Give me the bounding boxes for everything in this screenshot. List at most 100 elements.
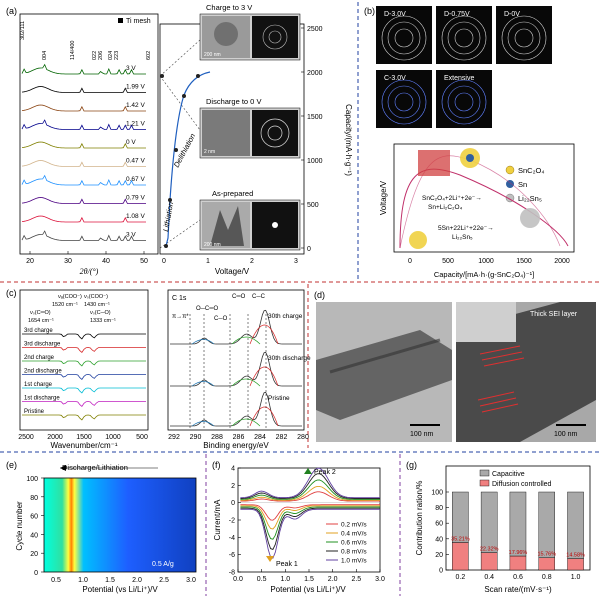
xps-row-label: 30th discharge <box>268 355 311 362</box>
tem-left-scalebar <box>410 424 440 426</box>
xps-peak-c-o: C═O <box>232 294 246 300</box>
saed-ring <box>447 21 481 55</box>
xps-title: C 1s <box>172 295 187 302</box>
xrd-curve <box>21 86 146 93</box>
b-li22sn5-cluster <box>520 208 540 228</box>
panel-label-b: (b) <box>364 6 375 16</box>
discharge-saed-pattern <box>252 110 298 156</box>
g-x-tick: 0.2 <box>456 574 466 581</box>
ftir-row-label: 3rd discharge <box>24 342 61 348</box>
xrd-curve-label: 3 V <box>126 232 136 239</box>
xrd-curve <box>21 63 146 75</box>
b-cluster-low <box>409 231 427 249</box>
xrd-curve-label: 3 V <box>126 65 136 72</box>
cv-x-tick: 1.5 <box>304 576 314 583</box>
e-y-tick: 100 <box>26 476 38 483</box>
g-y-ticks: 0 20 40 60 80 100 <box>431 490 449 575</box>
saed-ring <box>514 28 534 48</box>
cv-y-tick: -2 <box>229 518 235 525</box>
charge-inset-label: Charge to 3 V <box>206 3 252 12</box>
xps-x-tick: 286 <box>233 434 245 441</box>
xps-x-tick: 288 <box>211 434 223 441</box>
bar-data-label: 22.32% <box>480 547 499 553</box>
xps-fit-co <box>231 378 261 387</box>
e-x-tick: 2.0 <box>132 577 142 584</box>
cv-legend-entry: 1.0 mV/s <box>341 558 367 565</box>
saed-ring <box>381 15 427 61</box>
ftir-row-label: 2nd discharge <box>24 369 62 375</box>
xps-row-label: 30th charge <box>268 313 303 320</box>
legend-diffusion-swatch <box>479 479 490 487</box>
voltage-x-tick: 0 <box>162 258 166 265</box>
peak1-label: Peak 1 <box>276 561 298 568</box>
ftir-curves <box>22 333 146 421</box>
bar-capacitive <box>480 491 498 553</box>
discharge-tem-micrograph <box>202 110 250 156</box>
cv-legend-entry: 0.6 mV/s <box>341 540 367 547</box>
b-x-ticks: 0 500 1000 1500 2000 <box>408 258 570 265</box>
saed-ring <box>394 28 414 48</box>
xrd-curve-label: 0 V <box>126 139 136 146</box>
cv-x-tick: 0.0 <box>233 576 243 583</box>
saed-panel <box>376 70 432 128</box>
e-x-tick: 1.5 <box>105 577 115 584</box>
g-x-tick: 1.0 <box>571 574 581 581</box>
e-x-label: Potential (vs Li/Li⁺)/V <box>82 585 158 594</box>
cv-y-tick: 4 <box>231 466 235 473</box>
profile-point <box>168 198 172 202</box>
voltage-profile <box>160 71 211 248</box>
xps-fit-oco <box>191 339 215 345</box>
panel-f: (f) 0.2 mV/s 0.4 mV/s 0.6 mV/s 0.8 mV/s 1.0 … <box>212 460 385 594</box>
cv-legend-entry: 0.8 mV/s <box>341 549 367 556</box>
saed-ring <box>507 21 541 55</box>
voltage-x-tick: 3 <box>294 258 298 265</box>
xps-fit-co <box>231 336 261 345</box>
cv-curves <box>238 467 380 559</box>
e-x-ticks: 0.5 1.0 1.5 2.0 2.5 3.0 <box>51 577 196 584</box>
g-x-tick: 0.8 <box>542 574 552 581</box>
panel-c: (c) νₐ(COO⁻) 1520 cm⁻¹ νₛ(COO⁻) 1430 cm⁻… <box>6 288 311 450</box>
e-x-tick: 3.0 <box>186 577 196 584</box>
xps-fit-oco <box>191 421 215 427</box>
xps-peak-co: C─O <box>214 316 228 322</box>
legend-snc2o4-swatch <box>505 165 515 175</box>
b-y-label: Voltage/V <box>379 180 388 215</box>
voltage-x-ticks: 0 1 2 3 <box>162 258 298 265</box>
contour-map <box>43 477 197 573</box>
profile-point <box>182 94 186 98</box>
ftir-row-label: 2nd charge <box>24 355 55 361</box>
xrd-peak-label: 602 <box>146 51 152 60</box>
xrd-peak-label: 004 <box>42 51 48 60</box>
ftir-row-label: 3rd charge <box>24 328 53 334</box>
xrd-curve-labels: 3 V 1.99 V 1.42 V 1.21 V 0 V 0.47 V 0.67 V 0.79… <box>126 65 145 239</box>
cv-anodic-curve <box>240 467 380 499</box>
ftir-row-label: Pristine <box>24 409 45 415</box>
xps-x-label: Binding energy/eV <box>203 441 269 450</box>
cv-y-tick: 0 <box>231 500 235 507</box>
capacity-y-tick: 1500 <box>307 114 323 121</box>
xrd-peak-labels: 302/111 004 114/400 022 206 024 223 602 <box>20 21 152 60</box>
xps-curves <box>170 309 302 428</box>
xps-fit-cc <box>249 366 279 387</box>
xrd-peak-label: 206 <box>98 51 104 60</box>
xrd-x-tick: 50 <box>140 258 148 265</box>
cv-y-tick: 2 <box>231 483 235 490</box>
ftir-x-tick: 1000 <box>105 434 121 441</box>
cv-legend-entry: 0.4 mV/s <box>341 531 367 538</box>
ftir-curve <box>22 374 146 380</box>
panel-e: (e) Discharge/Lithiation 0.5 A/g 0 20 40 60… <box>6 460 197 594</box>
bar-data-label: 35.21% <box>451 537 470 543</box>
panel-label-e: (e) <box>6 460 17 470</box>
ftir-x-tick: 1500 <box>76 434 92 441</box>
b-x-tick: 0 <box>408 258 412 265</box>
ftir-x-tick: 2000 <box>47 434 63 441</box>
g-y-tick: 20 <box>435 552 443 559</box>
capacity-y-tick: 500 <box>307 202 319 209</box>
charge-tem-particle <box>214 22 238 46</box>
prepared-scale: 200 nm <box>204 242 221 248</box>
saed-ring <box>454 92 474 112</box>
xps-curve <box>170 351 302 387</box>
bar-diffusion <box>538 557 556 571</box>
saed-ring <box>441 15 487 61</box>
xrd-x-label: 2θ/(°) <box>80 267 99 276</box>
